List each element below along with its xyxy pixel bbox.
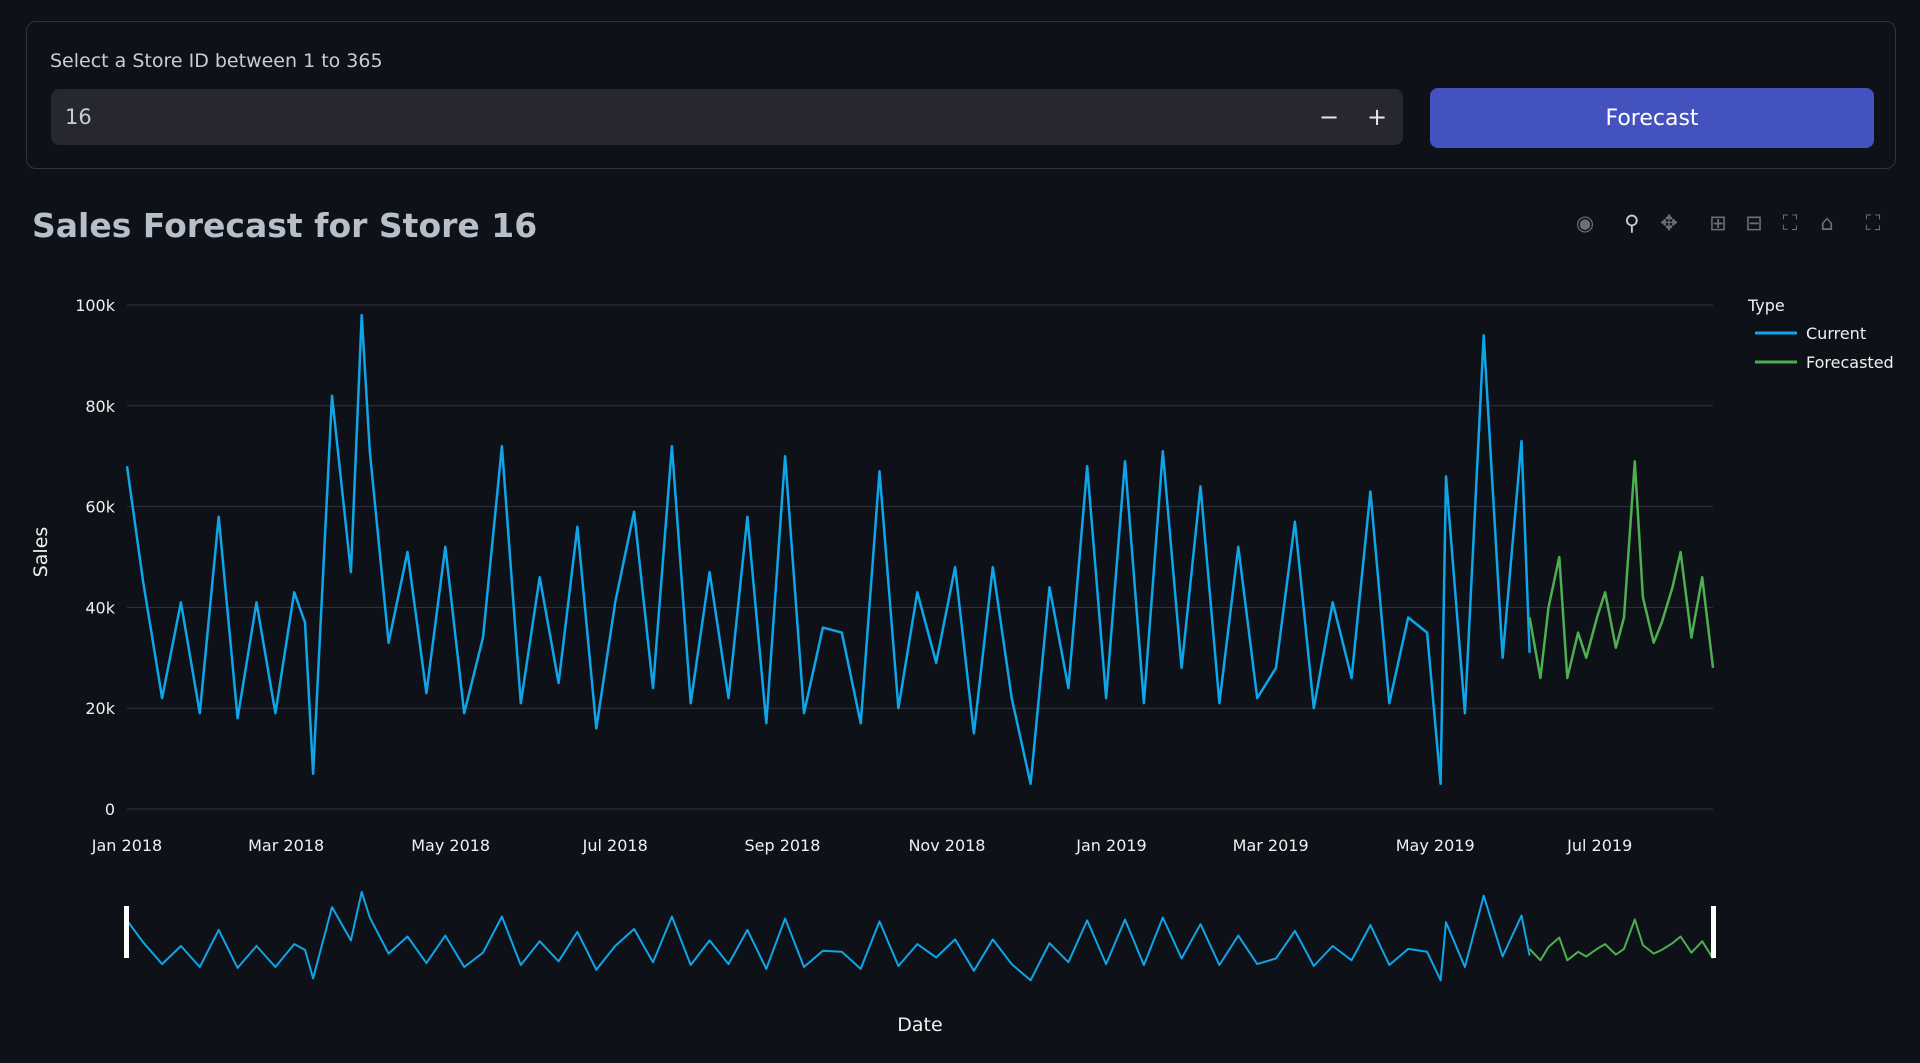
x-tick-label: May 2019 bbox=[1396, 836, 1475, 855]
range-slider[interactable] bbox=[124, 890, 1716, 982]
y-axis-title: Sales bbox=[30, 527, 52, 578]
slider-series-line-forecasted bbox=[1528, 918, 1714, 962]
grid-lines bbox=[127, 304, 1713, 810]
y-tick-label: 80k bbox=[85, 397, 115, 416]
forecast-button[interactable]: Forecast bbox=[1430, 88, 1874, 148]
x-axis-title: Date bbox=[897, 1014, 942, 1036]
store-id-input[interactable] bbox=[51, 89, 1231, 145]
x-tick-label: Jan 2018 bbox=[91, 836, 162, 855]
increment-button[interactable]: + bbox=[1366, 103, 1388, 131]
range-slider-left-handle[interactable] bbox=[124, 906, 129, 958]
store-form: Select a Store ID between 1 to 365 − + F… bbox=[26, 21, 1896, 169]
y-tick-label: 100k bbox=[75, 296, 116, 315]
legend-title: Type bbox=[1747, 296, 1785, 315]
y-tick-labels: 0 20k 40k 60k 80k 100k bbox=[75, 296, 116, 819]
pan-icon[interactable]: ✥ bbox=[1660, 211, 1678, 235]
legend-item-current[interactable]: Current bbox=[1806, 324, 1866, 343]
chart-title: Sales Forecast for Store 16 bbox=[32, 206, 538, 245]
chart-modebar: ◉ ⚲ ✥ ⊞ ⊟ ⛶ ⌂ ⛶ bbox=[0, 210, 1920, 240]
legend-item-forecasted[interactable]: Forecasted bbox=[1806, 353, 1894, 372]
camera-icon[interactable]: ◉ bbox=[1575, 211, 1595, 235]
x-tick-label: Jul 2018 bbox=[582, 836, 648, 855]
y-tick-label: 20k bbox=[85, 699, 115, 718]
store-id-number-input: − + bbox=[51, 89, 1403, 145]
series-line-forecasted[interactable] bbox=[1528, 459, 1715, 680]
x-tick-labels: Jan 2018 Mar 2018 May 2018 Jul 2018 Sep 2018… bbox=[91, 836, 1633, 855]
series-lines[interactable] bbox=[125, 313, 1715, 786]
series-line-current[interactable] bbox=[125, 313, 1531, 786]
y-tick-label: 60k bbox=[85, 498, 115, 517]
x-tick-label: Mar 2018 bbox=[248, 836, 324, 855]
zoom-icon[interactable]: ⚲ bbox=[1624, 211, 1640, 235]
decrement-button[interactable]: − bbox=[1318, 103, 1340, 131]
fullscreen-icon[interactable]: ⛶ bbox=[1865, 211, 1881, 235]
autoscale-icon[interactable]: ⛶ bbox=[1782, 211, 1798, 235]
slider-series-line-current bbox=[126, 890, 1531, 982]
x-tick-label: Nov 2018 bbox=[908, 836, 985, 855]
legend: Type Current Forecasted bbox=[1747, 296, 1894, 372]
x-tick-label: Jul 2019 bbox=[1566, 836, 1632, 855]
reset-axes-icon[interactable]: ⌂ bbox=[1820, 211, 1834, 235]
zoom-in-icon[interactable]: ⊞ bbox=[1709, 211, 1727, 235]
store-id-label: Select a Store ID between 1 to 365 bbox=[50, 50, 383, 72]
x-tick-label: Mar 2019 bbox=[1233, 836, 1309, 855]
range-slider-right-handle[interactable] bbox=[1711, 906, 1716, 958]
x-tick-label: Sep 2018 bbox=[744, 836, 820, 855]
zoom-out-icon[interactable]: ⊟ bbox=[1745, 211, 1763, 235]
x-tick-label: May 2018 bbox=[411, 836, 490, 855]
x-tick-label: Jan 2019 bbox=[1075, 836, 1146, 855]
y-tick-label: 40k bbox=[85, 598, 115, 617]
y-tick-label: 0 bbox=[105, 800, 115, 819]
